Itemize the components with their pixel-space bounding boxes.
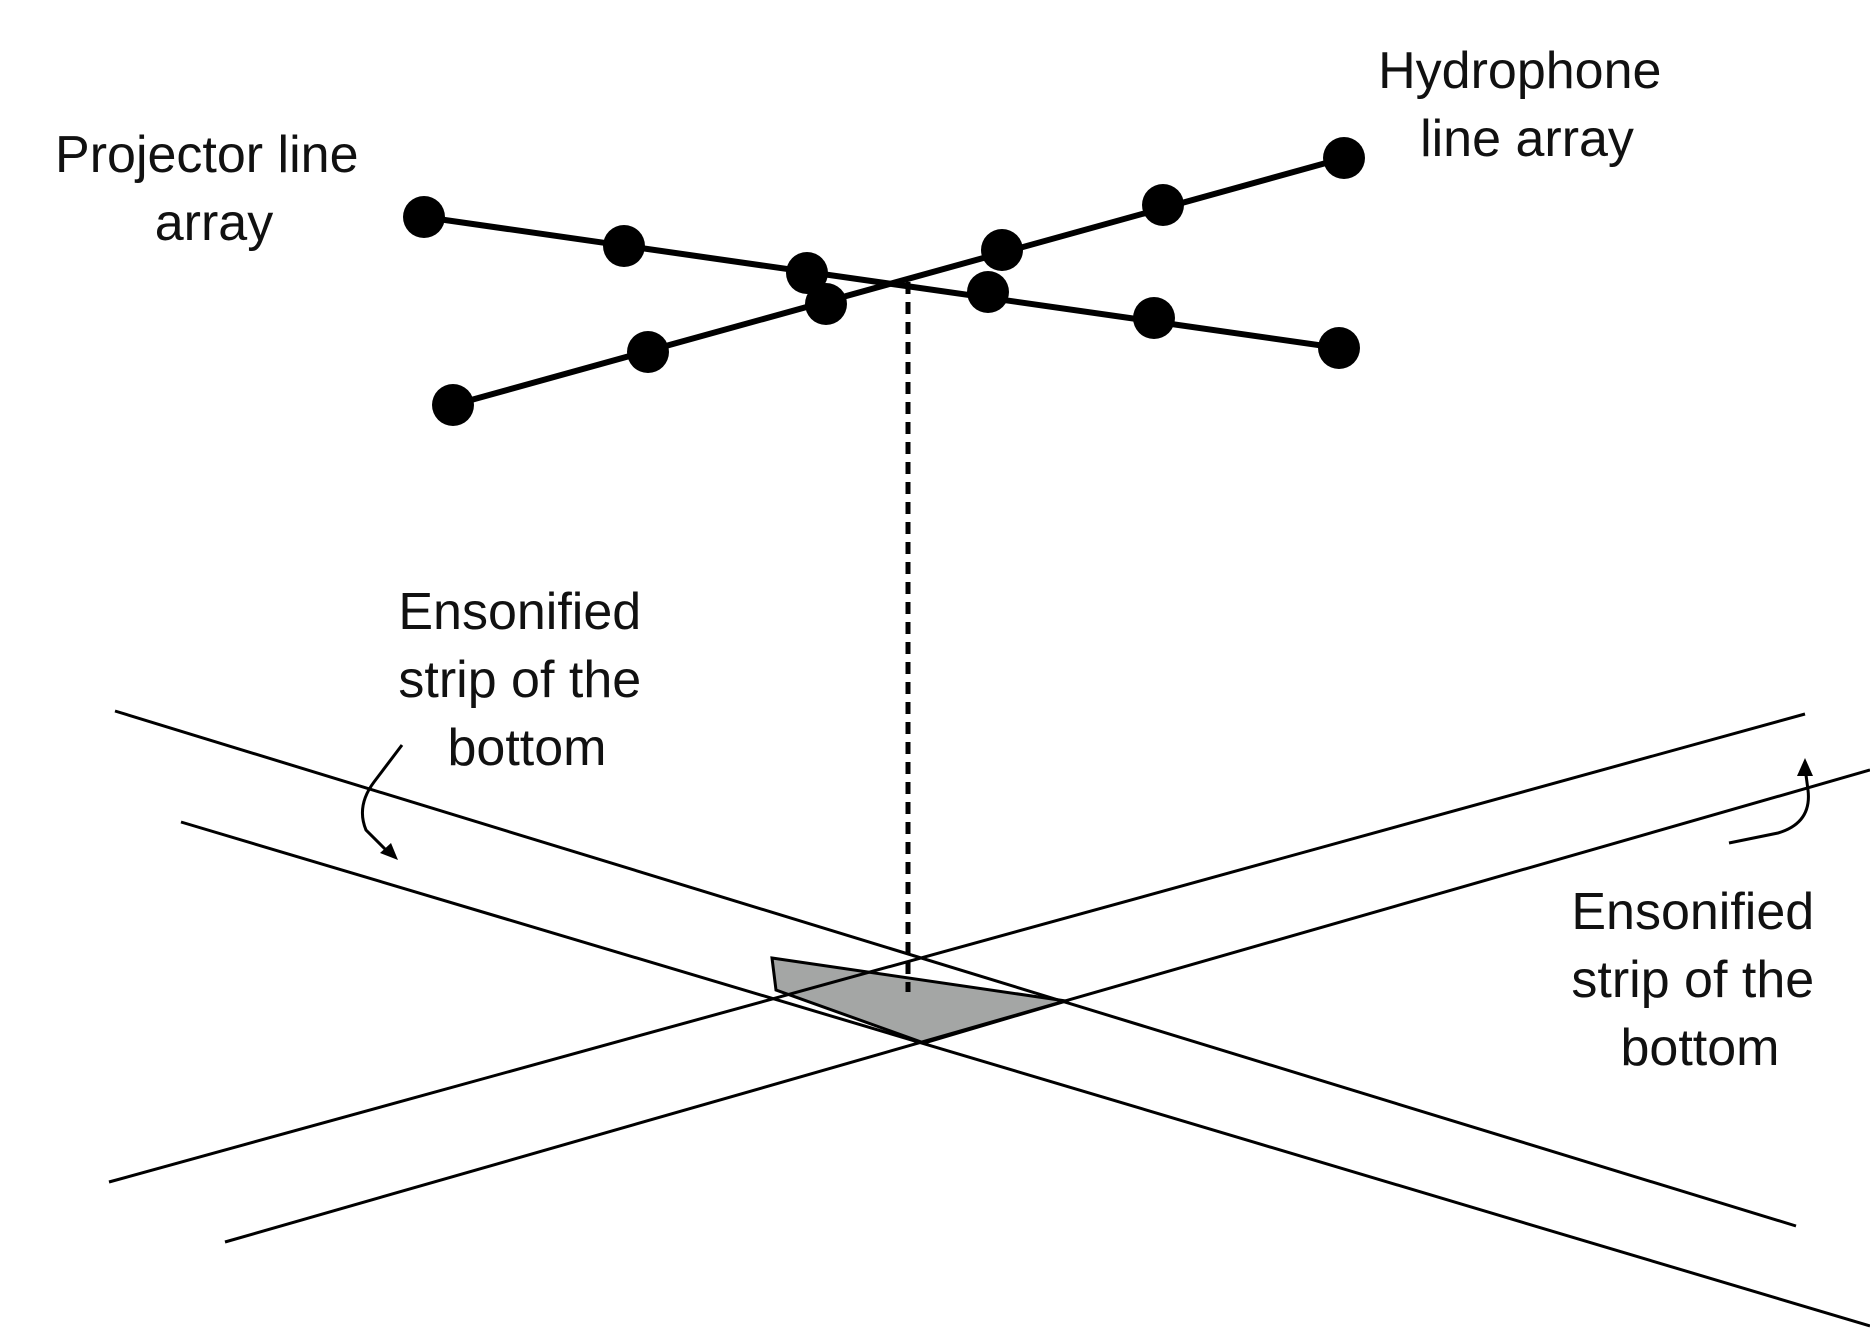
projector-element <box>1133 297 1175 339</box>
strip-right-label: Ensonified strip of the bottom <box>1571 883 1828 1077</box>
strip-right-lower-line <box>224 768 1870 1244</box>
projector-label-line-2: array <box>155 194 273 252</box>
hydrophone-element <box>981 229 1023 271</box>
strip-right-label-line-1: Ensonified <box>1571 883 1814 941</box>
projector-label-line-1: Projector line <box>55 126 358 184</box>
projector-label: Projector line array <box>55 126 373 252</box>
hydrophone-line-array <box>432 137 1365 426</box>
strip-right-label-line-2: strip of the <box>1571 951 1814 1009</box>
strip-left-arrowhead <box>380 843 398 860</box>
hydrophone-element <box>1323 137 1365 179</box>
projector-array-line <box>423 214 1340 351</box>
projector-element <box>786 252 828 294</box>
strip-left-label: Ensonified strip of the bottom <box>398 583 655 777</box>
strip-left-label-line-1: Ensonified <box>398 583 641 641</box>
strip-left-label-line-2: strip of the <box>398 651 641 709</box>
projector-element <box>1318 327 1360 369</box>
strip-left-lines <box>114 709 1870 1328</box>
strip-left-upper-line <box>114 709 1797 1228</box>
overlap-cell <box>770 956 1067 1045</box>
hydrophone-element <box>432 384 474 426</box>
hydrophone-label-line-2: line array <box>1420 110 1634 168</box>
hydrophone-element <box>627 331 669 373</box>
strip-right-label-line-3: bottom <box>1621 1019 1780 1077</box>
projector-element <box>967 271 1009 313</box>
strip-left-label-line-3: bottom <box>448 719 607 777</box>
strip-right-upper-line <box>108 712 1806 1184</box>
strip-right-leader-arrow <box>1728 758 1813 845</box>
strip-right-lines <box>108 712 1870 1244</box>
strip-left-leader-arrow <box>360 744 404 860</box>
hydrophone-element <box>805 283 847 325</box>
hydrophone-label-line-1: Hydrophone <box>1378 42 1661 100</box>
strip-right-arrowhead <box>1797 758 1813 776</box>
hydrophone-array-line <box>452 155 1345 408</box>
projector-element <box>403 196 445 238</box>
projector-line-array <box>403 196 1360 369</box>
strip-right-leader-line <box>1728 774 1810 845</box>
projector-element <box>603 225 645 267</box>
hydrophone-label: Hydrophone line array <box>1378 42 1676 168</box>
strip-left-lower-line <box>180 820 1870 1328</box>
hydrophone-element <box>1142 184 1184 226</box>
strip-left-leader-line <box>360 744 404 852</box>
